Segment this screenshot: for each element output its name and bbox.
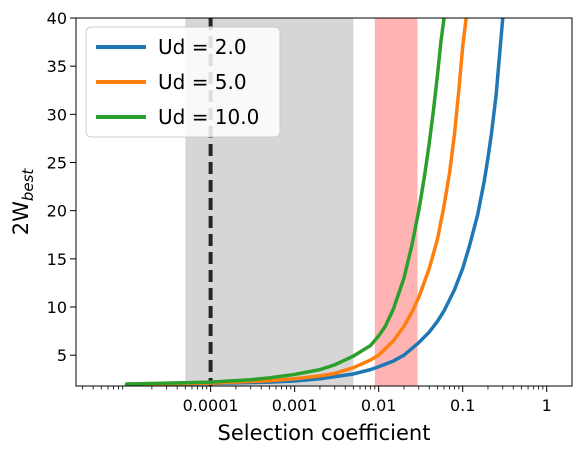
x-axis-label: Selection coefficient	[218, 421, 431, 445]
legend-label-1: Ud = 2.0	[158, 35, 247, 59]
y-axis-label: 2Wbest	[9, 168, 37, 236]
legend: Ud = 2.0 Ud = 5.0 Ud = 10.0	[85, 26, 281, 138]
series-line-1	[124, 18, 505, 386]
plot-frame	[75, 17, 573, 387]
y-tick-label: 35	[47, 57, 67, 76]
x-tick-label: 0.01	[361, 396, 397, 415]
y-tick-label: 40	[47, 9, 67, 28]
legend-label-2: Ud = 5.0	[158, 70, 247, 94]
series-line-3	[124, 18, 446, 386]
y-axis-ticks: 5 10 15 20 25 30 35 40	[47, 9, 76, 365]
y-axis-label-sub: best	[19, 168, 37, 202]
y-tick-label: 10	[47, 298, 67, 317]
y-tick-label: 20	[47, 202, 67, 221]
x-tick-label: 0.001	[272, 396, 318, 415]
x-axis-ticks: 0.0001 0.001 0.01 0.1 1	[82, 386, 552, 415]
legend-label-3: Ud = 10.0	[158, 105, 259, 129]
y-tick-label: 5	[57, 346, 67, 365]
shaded-region-2	[374, 18, 418, 386]
legend-box	[85, 26, 281, 138]
y-tick-label: 30	[47, 105, 67, 124]
y-axis-label-base: 2W	[9, 201, 33, 235]
y-tick-label: 25	[47, 154, 67, 173]
x-tick-label: 0.1	[450, 396, 475, 415]
x-tick-label: 1	[542, 396, 552, 415]
series-line-2	[124, 18, 468, 386]
x-tick-label: 0.0001	[183, 396, 239, 415]
series-layer	[124, 18, 505, 386]
y-tick-label: 15	[47, 250, 67, 269]
